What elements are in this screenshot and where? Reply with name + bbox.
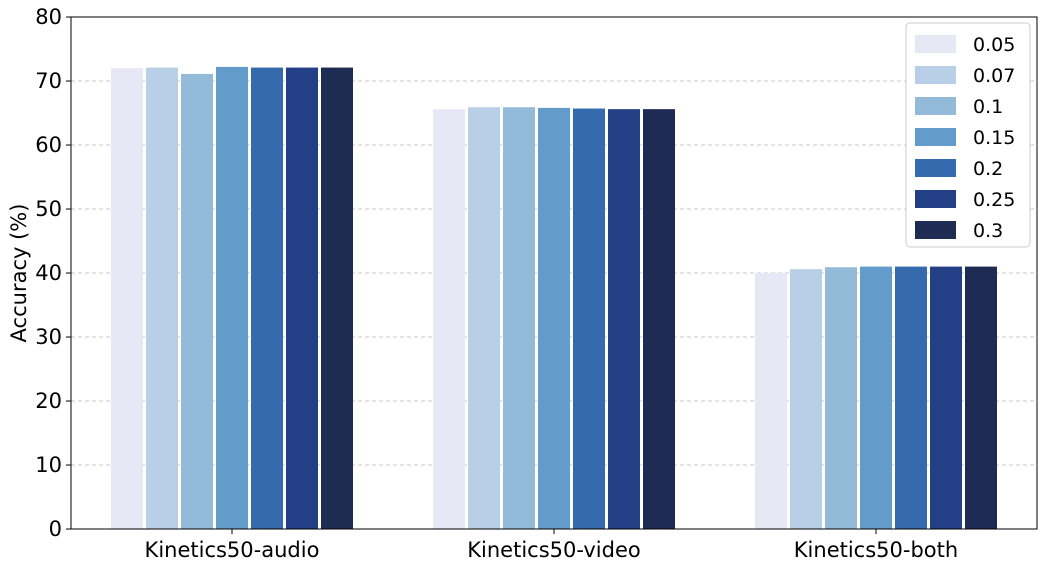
bar-0.25-Kinetics50-audio [286,67,318,529]
y-tick-label: 0 [49,517,62,541]
legend-swatch-0.25 [915,190,956,208]
bar-0.15-Kinetics50-both [860,266,892,529]
bar-0.2-Kinetics50-audio [251,67,283,529]
legend-swatch-0.05 [915,35,956,53]
legend-label: 0.05 [973,34,1015,56]
y-tick-label: 60 [35,133,62,157]
y-tick-label: 50 [35,197,62,221]
y-tick-label: 70 [35,69,62,93]
bar-0.15-Kinetics50-video [538,107,570,529]
bar-0.1-Kinetics50-both [825,267,857,529]
bar-0.07-Kinetics50-audio [146,67,178,529]
bar-0.25-Kinetics50-video [608,109,640,529]
bar-0.07-Kinetics50-video [468,107,500,530]
x-tick-label: Kinetics50-audio [145,538,320,562]
bar-0.3-Kinetics50-video [643,109,675,529]
y-tick-label: 40 [35,261,62,285]
legend-swatch-0.07 [915,66,956,84]
bar-0.07-Kinetics50-both [790,269,822,529]
y-tick-label: 30 [35,325,62,349]
legend-swatch-0.3 [915,221,956,239]
legend-swatch-0.1 [915,97,956,115]
bar-0.3-Kinetics50-both [965,266,997,529]
bar-0.2-Kinetics50-both [895,266,927,529]
y-tick-label: 80 [35,5,62,29]
bars [111,66,997,530]
legend-label: 0.15 [973,127,1015,149]
legend-label: 0.1 [973,96,1003,118]
legend-label: 0.3 [973,220,1003,242]
bar-0.15-Kinetics50-audio [216,66,248,530]
x-tick-label: Kinetics50-both [794,538,958,562]
bar-0.05-Kinetics50-audio [111,68,143,529]
legend-swatch-0.2 [915,159,956,177]
legend-label: 0.2 [973,158,1003,180]
y-tick-label: 10 [35,453,62,477]
x-axis-ticks: Kinetics50-audio Kinetics50-video Kinetics… [145,529,958,562]
bar-0.2-Kinetics50-video [573,108,605,530]
bar-0.1-Kinetics50-audio [181,73,213,530]
legend-label: 0.07 [973,65,1015,87]
legend-label: 0.25 [973,189,1015,211]
legend: 0.05 0.07 0.1 0.15 0.2 0.25 0.3 [905,22,1031,248]
bar-0.05-Kinetics50-video [433,109,465,529]
bar-0.25-Kinetics50-both [930,266,962,529]
bar-0.05-Kinetics50-both [755,273,787,529]
y-tick-label: 20 [35,389,62,413]
legend-swatch-0.15 [915,128,956,146]
bar-0.1-Kinetics50-video [503,107,535,530]
y-axis-title: Accuracy (%) [7,204,31,343]
x-tick-label: Kinetics50-video [467,538,641,562]
y-axis-ticks: 0 10 20 30 40 50 60 70 80 [35,5,71,541]
bar-0.3-Kinetics50-audio [321,67,353,529]
